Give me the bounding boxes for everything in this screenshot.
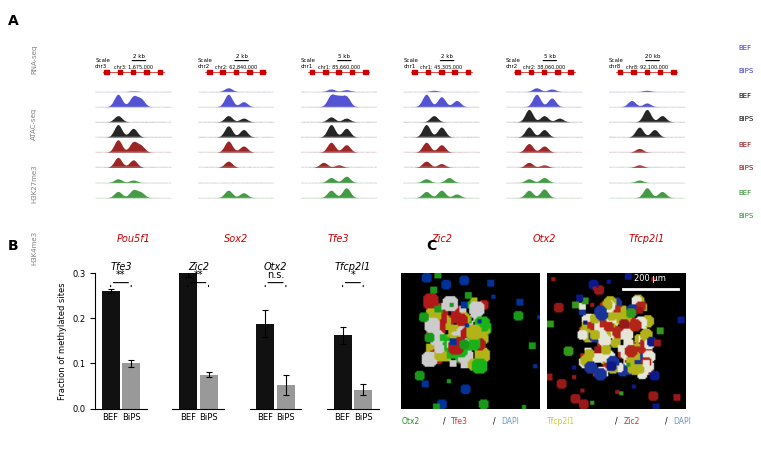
Bar — [336, 70, 341, 74]
Bar — [247, 70, 251, 74]
Text: chr1: 45,305,000: chr1: 45,305,000 — [420, 65, 463, 70]
Bar — [542, 70, 546, 74]
Title: Tfe3: Tfe3 — [110, 263, 132, 272]
Text: Scale
chr3: Scale chr3 — [95, 58, 110, 69]
Text: 200 μm: 200 μm — [635, 274, 667, 283]
Text: Scale
chr2: Scale chr2 — [198, 58, 213, 69]
Bar — [117, 70, 122, 74]
Text: /: / — [615, 417, 618, 425]
Y-axis label: Fraction of methylated sites: Fraction of methylated sites — [58, 282, 67, 400]
Text: BEF: BEF — [738, 93, 751, 100]
Bar — [104, 70, 109, 74]
Bar — [179, 273, 197, 409]
Text: 2 kb: 2 kb — [133, 54, 145, 59]
Text: BiPS: BiPS — [738, 68, 753, 74]
Text: ATAC-seq: ATAC-seq — [31, 108, 37, 140]
Text: C: C — [426, 239, 436, 253]
Bar — [466, 70, 470, 74]
Bar — [101, 291, 119, 409]
Text: **: ** — [116, 270, 126, 280]
Text: Scale
chr8: Scale chr8 — [609, 58, 624, 69]
Bar — [452, 70, 457, 74]
Text: *: * — [351, 270, 355, 280]
Bar — [439, 70, 444, 74]
Bar — [221, 70, 225, 74]
Text: RNA-seq: RNA-seq — [31, 45, 37, 74]
Text: 5 kb: 5 kb — [544, 54, 556, 59]
Text: chr8: 92,100,000: chr8: 92,100,000 — [626, 65, 668, 70]
Text: A: A — [8, 14, 18, 28]
Text: Otx2: Otx2 — [401, 417, 419, 425]
Bar — [323, 70, 327, 74]
Bar — [234, 70, 238, 74]
Text: BiPS: BiPS — [738, 213, 753, 219]
Bar — [354, 390, 372, 409]
Bar — [310, 70, 314, 74]
Text: /: / — [492, 417, 495, 425]
Title: Tfcp2l1: Tfcp2l1 — [335, 263, 371, 272]
Bar — [528, 70, 533, 74]
Text: H3K4me3: H3K4me3 — [31, 231, 37, 265]
Text: Tfe3: Tfe3 — [328, 234, 349, 244]
Text: Scale
chr1: Scale chr1 — [301, 58, 316, 69]
Text: Otx2: Otx2 — [533, 234, 556, 244]
Text: Sox2: Sox2 — [224, 234, 248, 244]
Text: n.s.: n.s. — [267, 270, 285, 280]
Text: chr1: 85,660,000: chr1: 85,660,000 — [317, 65, 360, 70]
Bar — [568, 70, 573, 74]
Bar — [556, 70, 560, 74]
Bar — [671, 70, 676, 74]
Text: BiPS: BiPS — [738, 116, 753, 123]
Title: Zic2: Zic2 — [188, 263, 209, 272]
Bar — [207, 70, 212, 74]
Bar — [426, 70, 431, 74]
Bar — [412, 70, 417, 74]
Title: Otx2: Otx2 — [264, 263, 288, 272]
Bar — [350, 70, 355, 74]
Text: 20 kb: 20 kb — [645, 54, 661, 59]
Text: **: ** — [193, 270, 203, 280]
Text: H3K27me3: H3K27me3 — [31, 164, 37, 203]
Bar — [515, 70, 520, 74]
Text: chr2: 38,060,000: chr2: 38,060,000 — [523, 65, 565, 70]
Text: BEF: BEF — [738, 45, 751, 51]
Text: Pou5f1: Pou5f1 — [116, 234, 150, 244]
Text: chr3: 1,675,000: chr3: 1,675,000 — [113, 65, 153, 70]
Bar — [333, 336, 352, 409]
Bar — [199, 375, 218, 409]
Bar — [363, 70, 368, 74]
Text: Zic2: Zic2 — [431, 234, 452, 244]
Text: Tfe3: Tfe3 — [451, 417, 468, 425]
Text: 2 kb: 2 kb — [236, 54, 247, 59]
Text: /: / — [443, 417, 445, 425]
Text: BiPS: BiPS — [738, 164, 753, 171]
Text: chr2: 62,840,000: chr2: 62,840,000 — [215, 65, 257, 70]
Text: Scale
chr1: Scale chr1 — [403, 58, 419, 69]
Bar — [145, 70, 149, 74]
Bar — [618, 70, 622, 74]
Text: B: B — [8, 239, 18, 253]
Text: Scale
chr2: Scale chr2 — [506, 58, 521, 69]
Bar — [158, 70, 162, 74]
Bar — [645, 70, 649, 74]
Bar — [260, 70, 265, 74]
Text: /: / — [665, 417, 667, 425]
Bar — [123, 364, 140, 409]
Bar — [658, 70, 662, 74]
Bar — [632, 70, 636, 74]
Text: Tfcp2l1: Tfcp2l1 — [629, 234, 665, 244]
Text: Zic2: Zic2 — [623, 417, 640, 425]
Text: DAPI: DAPI — [501, 417, 519, 425]
Text: DAPI: DAPI — [673, 417, 691, 425]
Text: Tfcp2l1: Tfcp2l1 — [546, 417, 575, 425]
Bar — [256, 324, 274, 409]
Bar — [131, 70, 135, 74]
Bar — [277, 385, 295, 409]
Text: BEF: BEF — [738, 190, 751, 196]
Text: BEF: BEF — [738, 141, 751, 148]
Text: 5 kb: 5 kb — [339, 54, 350, 59]
Text: 2 kb: 2 kb — [441, 54, 453, 59]
